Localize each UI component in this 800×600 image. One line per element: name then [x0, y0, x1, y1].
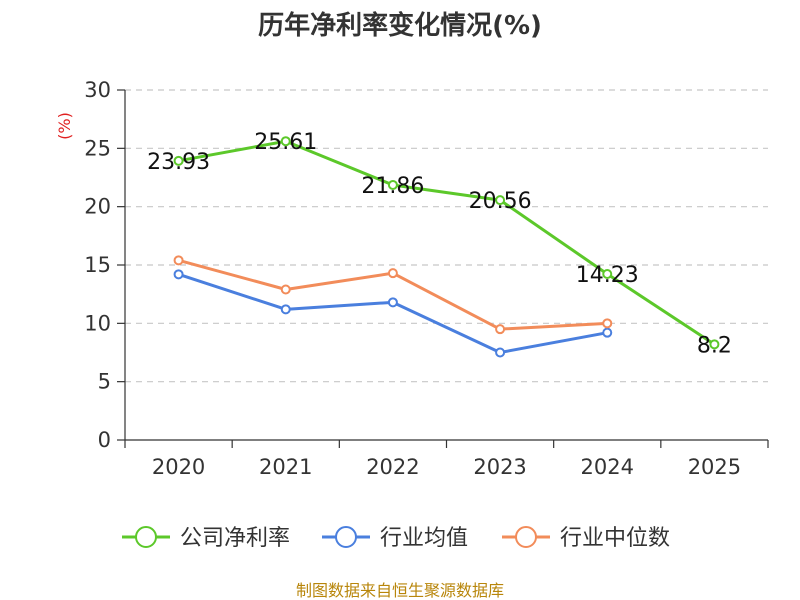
data-label: 20.56	[469, 189, 532, 214]
data-point	[173, 255, 184, 266]
y-tick-label: 5	[98, 370, 111, 394]
x-tick-label: 2020	[152, 455, 205, 479]
grid	[125, 89, 768, 383]
data-point	[280, 284, 291, 295]
data-label: 8.2	[697, 333, 732, 358]
data-label: 21.86	[361, 174, 424, 199]
data-point	[173, 269, 184, 280]
data-labels: 23.93 25.61 21.86 20.56 14.23 8.2	[147, 130, 732, 358]
data-point	[495, 195, 506, 206]
data-point	[602, 318, 613, 329]
data-label: 14.23	[576, 263, 639, 288]
y-tick-label: 30	[84, 78, 111, 102]
source-note: 制图数据来自恒生聚源数据库	[296, 581, 504, 600]
legend-marker	[515, 526, 537, 548]
legend-label: 公司净利率	[180, 526, 290, 551]
y-tick-label: 20	[84, 195, 111, 219]
x-tick-label: 2022	[366, 455, 419, 479]
data-point	[602, 268, 613, 279]
data-point	[495, 347, 506, 358]
x-tick-label: 2021	[259, 455, 312, 479]
data-point	[387, 268, 398, 279]
data-point	[709, 339, 720, 350]
legend-marker	[335, 526, 357, 548]
data-point	[173, 155, 184, 166]
legend-label: 行业中位数	[560, 526, 670, 551]
series-line	[178, 272, 608, 354]
legend: 公司净利率 行业均值 行业中位数	[122, 526, 670, 551]
x-tick-label: 2025	[688, 455, 741, 479]
y-tick-label: 0	[98, 428, 111, 452]
data-point	[280, 304, 291, 315]
data-label: 23.93	[147, 150, 210, 175]
y-tick-label: 10	[84, 311, 111, 335]
data-point	[602, 327, 613, 338]
chart-title: 历年净利率变化情况(%)	[258, 10, 542, 41]
x-tick-label: 2023	[473, 455, 526, 479]
data-point	[387, 179, 398, 190]
legend-label: 行业均值	[380, 526, 468, 551]
data-point	[495, 324, 506, 335]
y-tick-label: 25	[84, 136, 111, 160]
y-tick-label: 15	[84, 253, 111, 277]
x-tick-label: 2024	[581, 455, 634, 479]
series-group	[173, 136, 720, 358]
data-point	[387, 297, 398, 308]
data-label: 25.61	[254, 130, 317, 155]
data-point	[280, 136, 291, 147]
series-line	[178, 139, 716, 346]
legend-marker	[135, 526, 157, 548]
y-axis-unit: (%)	[55, 112, 74, 140]
